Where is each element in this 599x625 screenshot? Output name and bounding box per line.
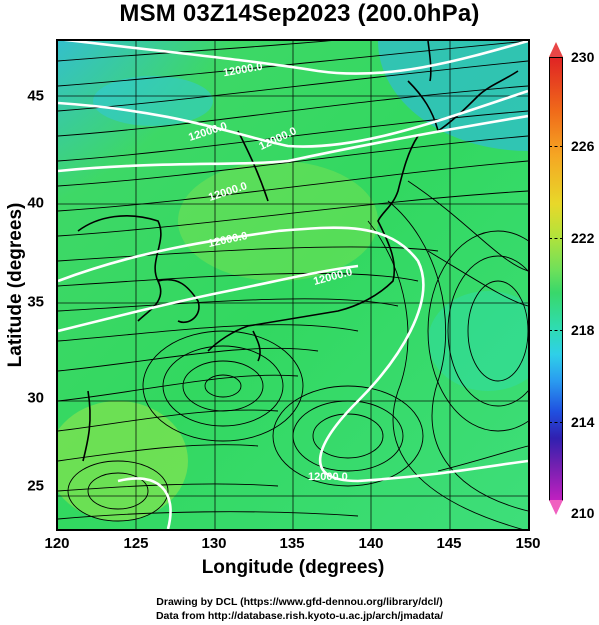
- y-axis-label: Latitude (degrees): [5, 202, 26, 368]
- colorbar-tick-label: 210: [571, 505, 595, 521]
- height-contours: [58, 41, 528, 529]
- x-tick-label: 145: [436, 535, 462, 552]
- y-tick-label: 25: [27, 477, 44, 495]
- y-tick-label: 30: [27, 389, 44, 407]
- x-tick-label: 150: [515, 535, 541, 552]
- x-tick-label: 130: [201, 535, 227, 552]
- colorbar-tick-label: 230: [571, 49, 595, 65]
- y-tick-label: 45: [27, 87, 44, 105]
- colorbar-max-arrow: [549, 42, 563, 57]
- x-tick-label: 135: [279, 535, 305, 552]
- colorbar-min-arrow: [549, 500, 563, 515]
- map-title: MSM 03Z14Sep2023 (200.0hPa): [119, 0, 480, 27]
- colorbar: [549, 57, 563, 501]
- colorbar-tick-label: 226: [571, 138, 595, 154]
- x-tick-label: 140: [358, 535, 384, 552]
- x-tick-label: 125: [123, 535, 149, 552]
- colorbar-tick-mark: [549, 238, 563, 239]
- credit-data-source: Data from http://database.rish.kyoto-u.a…: [155, 610, 444, 622]
- colorbar-tick-mark: [549, 422, 563, 423]
- graticule: [58, 41, 528, 529]
- y-tick-label: 35: [27, 293, 44, 311]
- colorbar-tick-mark: [549, 146, 563, 147]
- contour-label: 12000.0: [308, 471, 348, 483]
- x-axis-label: Longitude (degrees): [201, 557, 385, 578]
- coastlines: [77, 41, 519, 462]
- streamlines: [58, 41, 528, 529]
- streamline-map: [58, 41, 528, 529]
- credit-drawing: Drawing by DCL (https://www.gfd-dennou.o…: [156, 596, 443, 608]
- colorbar-tick-label: 214: [571, 414, 595, 430]
- colorbar-tick-label: 222: [571, 230, 595, 246]
- colorbar-tick-mark: [549, 330, 563, 331]
- y-tick-label: 40: [27, 194, 44, 212]
- colorbar-tick-label: 218: [571, 322, 595, 338]
- x-tick-label: 120: [44, 535, 70, 552]
- map-plot-area: 12000.0 12000.0 12000.0 12000.0 12000.0 …: [56, 39, 530, 531]
